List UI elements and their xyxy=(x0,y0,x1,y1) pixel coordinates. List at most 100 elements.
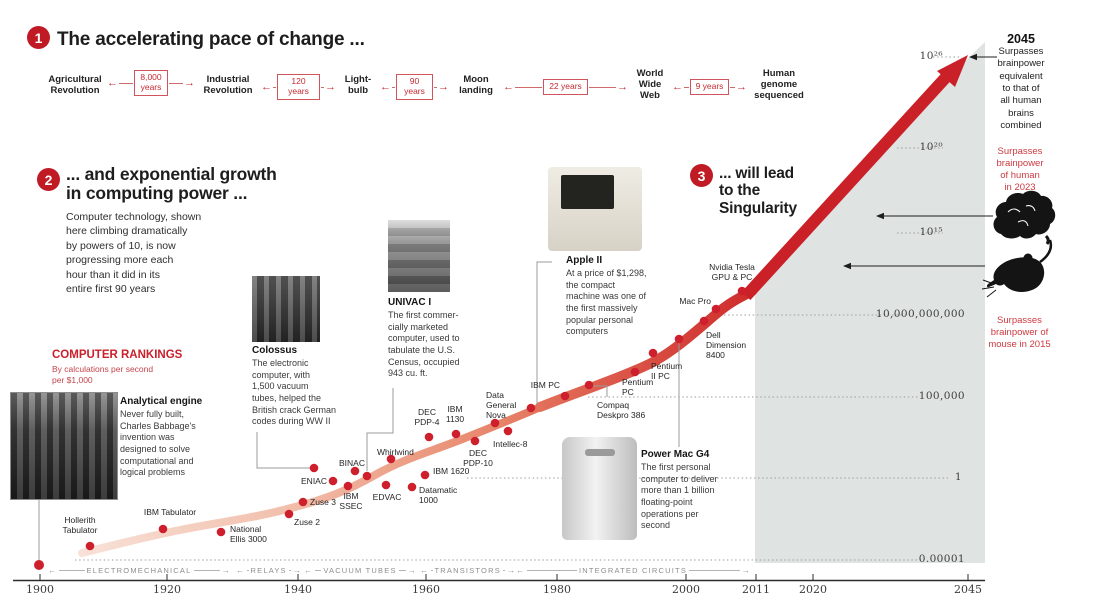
data-point-hollerith-tabulator xyxy=(85,541,95,551)
data-point-pentium-pc xyxy=(630,367,640,377)
point-label-mac-pro: Mac Pro xyxy=(679,296,711,306)
era-name: TRANSISTORS xyxy=(434,565,501,575)
singularity-note-body: Surpasses brainpower equivalent to that … xyxy=(997,46,1045,132)
data-point-edvac xyxy=(381,480,391,490)
point-label-compaq-deskpro-386: Compaq Deskpro 386 xyxy=(597,400,646,421)
data-point-datamatic-1000 xyxy=(407,482,417,492)
arrow-right-icon: → xyxy=(506,564,516,575)
data-point-ibm-1620 xyxy=(420,470,430,480)
pointer-arrowhead-singularity-2045 xyxy=(969,53,977,61)
point-label-ibm-tabulator: IBM Tabulator xyxy=(143,507,197,517)
connector-apple-ii xyxy=(536,261,552,404)
data-point-mac-pro xyxy=(711,304,721,314)
timeline-event-world-wide-web: World Wide Web xyxy=(636,68,664,102)
callout-analytical-engine-title: Analytical engine xyxy=(120,396,203,407)
point-label-pentium-ii-pc: Pentium II PC xyxy=(651,361,683,382)
data-point-compaq-deskpro-386 xyxy=(584,380,594,390)
pointer-arrowhead-mouse-brain-level xyxy=(843,262,851,270)
arrow-right-icon: → xyxy=(325,80,336,93)
projection-arrow-shaft xyxy=(741,70,953,301)
point-label-datamatic-1000: Datamatic 1000 xyxy=(419,485,458,506)
era-label-vacuum-tubes: ← VACUUM TUBES → xyxy=(304,564,416,576)
x-axis-label-1920: 1920 xyxy=(153,583,181,596)
point-label-ibm-1620: IBM 1620 xyxy=(433,466,470,476)
point-label-intellec-8: Intellec-8 xyxy=(493,439,528,449)
badge-2: 2 xyxy=(37,168,60,191)
timeline-event-industrial-revolution: Industrial Revolution xyxy=(203,74,253,97)
callout-apple-ii-title: Apple II xyxy=(566,255,603,266)
gap-line xyxy=(515,86,543,88)
x-axis-label-1900: 1900 xyxy=(26,583,54,596)
callout-univac-i-body: The first commer- cially marketed comput… xyxy=(388,310,460,379)
callout-power-mac-g4-body: The first personal computer to deliver m… xyxy=(641,462,718,531)
data-point-intellec-8 xyxy=(503,426,513,436)
colossus-photo xyxy=(252,276,320,342)
x-axis-label-2000: 2000 xyxy=(672,583,700,596)
connector-univac-i xyxy=(366,388,394,471)
badge-3: 3 xyxy=(690,164,713,187)
era-line xyxy=(430,569,433,571)
data-point-ibm-1130 xyxy=(451,429,461,439)
point-label-nvidia-tesla-gpu-pc: Nvidia Tesla GPU & PC xyxy=(709,262,755,283)
point-label-binac: BINAC xyxy=(339,458,365,468)
callout-apple-ii-body: At a price of $1,298, the compact machin… xyxy=(566,268,647,337)
data-point-whirlwind xyxy=(386,454,396,464)
arrow-left-icon: ← xyxy=(107,76,118,89)
connector-compaq-deskpro-386 xyxy=(593,385,608,397)
era-label-integrated-circuits: ← INTEGRATED CIRCUITS → xyxy=(516,564,750,576)
point-label-edvac: EDVAC xyxy=(372,492,402,502)
era-name: INTEGRATED CIRCUITS xyxy=(578,565,688,575)
data-point-dec-pdp-10 xyxy=(470,436,480,446)
era-line xyxy=(193,569,220,571)
arrow-right-icon: → xyxy=(736,80,747,93)
point-label-dec-pdp-4: DEC PDP-4 xyxy=(414,407,440,428)
timeline-gap-120-years: ← 120 years → xyxy=(261,74,336,100)
section-2-body: Computer technology, shown here climbing… xyxy=(66,211,202,296)
timeline-event-light-bulb: Light- bulb xyxy=(344,74,372,97)
point-label-hollerith-tabulator: Hollerith Tabulator xyxy=(62,515,98,536)
era-name: RELAYS xyxy=(250,565,287,575)
era-name: ELECTROMECHANICAL xyxy=(86,565,192,575)
timeline-gap-22-years: ← 22 years → xyxy=(503,74,628,100)
callout-power-mac-g4: Power Mac G4 The first personal computer … xyxy=(641,449,743,532)
projection-arrowhead xyxy=(937,55,968,87)
point-label-dell-dimension-8400: Dell Dimension 8400 xyxy=(706,330,747,361)
timeline-gap-90-years: ← 90 years → xyxy=(380,74,449,100)
timeline-gap-8000-years: ← 8,000 years → xyxy=(107,70,195,96)
y-axis-label-2: 10¹⁵ xyxy=(919,226,943,238)
computer-rankings-title: COMPUTER RANKINGS xyxy=(52,349,183,361)
pointer-arrowhead-human-brain-level xyxy=(876,212,884,220)
era-line xyxy=(314,569,322,571)
callout-apple-ii: Apple II At a price of $1,298, the compac… xyxy=(566,255,672,338)
mouse-brainpower-note: Surpasses brainpower of mouse in 2015 xyxy=(988,315,1051,351)
data-point-ibm-ssec xyxy=(343,481,353,491)
apple-ii-photo xyxy=(548,167,642,251)
connector-colossus xyxy=(256,432,310,469)
timeline-gap-label: 90 years xyxy=(396,74,433,100)
data-point-zuse-3 xyxy=(298,497,308,507)
arrow-right-icon: → xyxy=(741,564,751,575)
timeline-gap-label: 120 years xyxy=(277,74,320,100)
data-point-dell-dimension-8400 xyxy=(699,316,709,326)
x-axis-label-2045: 2045 xyxy=(954,583,982,596)
data-point-nvidia-tesla-gpu-pc xyxy=(737,286,747,296)
era-line xyxy=(502,569,505,571)
human-brainpower-note: Surpasses brainpower of human in 2023 xyxy=(996,146,1044,194)
gap-line xyxy=(588,86,617,88)
point-label-data-general-nova: Data General Nova xyxy=(486,390,517,421)
power-mac-g4-photo xyxy=(562,437,637,540)
arrow-left-icon: ← xyxy=(503,80,514,93)
gap-line xyxy=(273,86,276,88)
data-point-national-ellis-3000 xyxy=(216,527,226,537)
point-label-ibm-ssec: IBM SSEC xyxy=(339,491,363,512)
data-point-eniac xyxy=(328,476,338,486)
timeline-gap-label: 22 years xyxy=(543,79,588,95)
x-axis-label-1980: 1980 xyxy=(543,583,571,596)
data-point-start-1900 xyxy=(34,560,44,570)
projection-shaded-region xyxy=(755,42,985,563)
data-point-univac-i xyxy=(362,471,372,481)
data-point-colossus xyxy=(309,463,319,473)
point-label-whirlwind: Whirlwind xyxy=(377,447,414,457)
section-1-title: The accelerating pace of change ... xyxy=(57,29,365,50)
